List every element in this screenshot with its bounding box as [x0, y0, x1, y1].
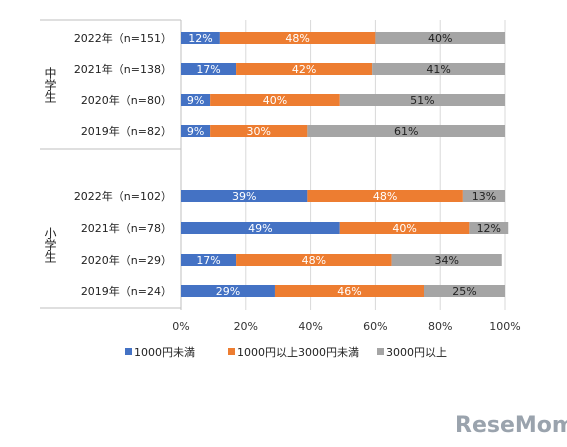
bar-segment: [339, 94, 505, 106]
data-label: 48%: [285, 32, 309, 45]
data-label: 29%: [216, 285, 240, 298]
bar-segment: [181, 125, 211, 137]
category-label: 2019年（n=82）: [81, 124, 172, 138]
data-label: 9%: [187, 94, 204, 107]
x-tick-label: 100%: [489, 320, 520, 333]
data-label: 40%: [428, 32, 452, 45]
data-label: 46%: [337, 285, 361, 298]
bar-segment: [181, 32, 220, 44]
bar-segment: [274, 285, 424, 297]
bar-segment: [391, 254, 502, 266]
bar-segment: [181, 63, 237, 75]
group-label: 小学生: [43, 227, 57, 263]
x-tick-label: 0%: [172, 320, 189, 333]
category-label: 2020年（n=80）: [81, 93, 172, 107]
data-label: 17%: [196, 254, 220, 267]
resemom-logo: ReseMom: [455, 413, 567, 438]
data-label: 13%: [472, 190, 496, 203]
legend-swatch: [377, 348, 384, 355]
bars: 12% 48% 40% 17% 42% 41% 9% 40% 51% 9% 30% 61% 39% 48%…: [181, 32, 509, 298]
legend-label: 1000円以上3000円未満: [237, 346, 359, 359]
bar-segment: [181, 190, 308, 202]
category-label: 2022年（n=151）: [74, 31, 172, 45]
bar-segment: [236, 63, 373, 75]
data-label: 41%: [426, 63, 450, 76]
watermark-text: ReseMom: [455, 413, 567, 438]
legend-swatch: [228, 348, 235, 355]
category-label: 2019年（n=24）: [81, 284, 172, 298]
bar-segment: [181, 285, 275, 297]
legend: 1000円未満 1000円以上3000円未満 3000円以上: [125, 346, 447, 359]
category-label: 2020年（n=29）: [81, 253, 172, 267]
category-label: 2021年（n=78）: [81, 221, 172, 235]
bar-segment: [181, 94, 211, 106]
data-label: 42%: [292, 63, 316, 76]
bar-segment: [236, 254, 392, 266]
data-label: 39%: [232, 190, 256, 203]
data-label: 30%: [247, 125, 271, 138]
x-tick-label: 60%: [363, 320, 387, 333]
bar-segment: [210, 125, 308, 137]
legend-label: 1000円未満: [134, 346, 195, 359]
data-label: 40%: [392, 222, 416, 235]
category-labels: 2022年（n=151） 2021年（n=138） 2020年（n=80） 2019年…: [74, 31, 172, 298]
bar-segment: [307, 125, 505, 137]
x-tick-label: 80%: [428, 320, 452, 333]
bar-segment: [469, 222, 509, 234]
bar-segment: [462, 190, 505, 202]
bar-segment: [307, 190, 463, 202]
bar-segment: [210, 94, 340, 106]
bar-segment: [181, 254, 237, 266]
data-label: 49%: [248, 222, 272, 235]
bar-segment: [375, 32, 505, 44]
legend-label: 3000円以上: [386, 346, 447, 359]
data-label: 48%: [373, 190, 397, 203]
x-axis-ticks: 0% 20% 40% 60% 80% 100%: [172, 320, 520, 333]
x-tick-label: 40%: [298, 320, 322, 333]
data-label: 9%: [187, 125, 204, 138]
category-label: 2022年（n=102）: [74, 189, 172, 203]
bar-segment: [372, 63, 505, 75]
data-label: 34%: [434, 254, 458, 267]
legend-swatch: [125, 348, 132, 355]
bar-segment: [424, 285, 505, 297]
group-label: 中学生: [43, 66, 57, 103]
bar-segment: [219, 32, 376, 44]
data-label: 51%: [410, 94, 434, 107]
data-label: 61%: [394, 125, 418, 138]
data-label: 48%: [302, 254, 326, 267]
bar-segment: [181, 222, 340, 234]
data-label: 12%: [188, 32, 212, 45]
category-label: 2021年（n=138）: [74, 62, 172, 76]
data-label: 40%: [263, 94, 287, 107]
bar-segment: [339, 222, 470, 234]
x-tick-label: 20%: [234, 320, 258, 333]
data-label: 17%: [196, 63, 220, 76]
data-label: 25%: [452, 285, 476, 298]
data-label: 12%: [477, 222, 501, 235]
